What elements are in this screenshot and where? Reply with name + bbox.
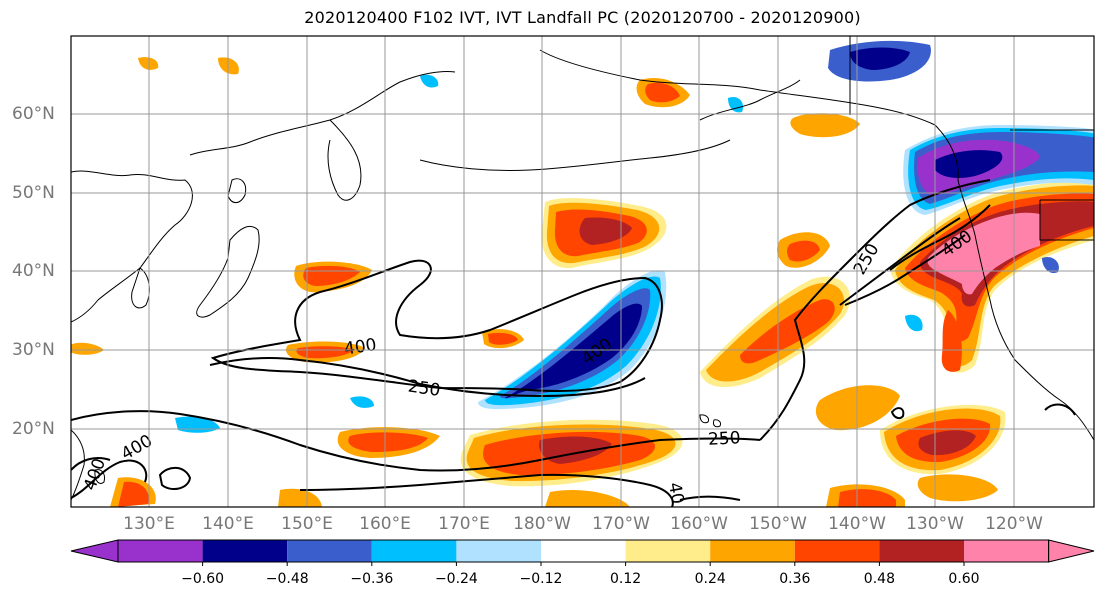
colorbar-bin [202,540,288,562]
lon-label: 140°E [202,514,254,534]
colorbar-tick-label: 0.36 [779,571,811,587]
graticule [71,36,1094,507]
lon-label: 150°W [749,514,807,534]
colorbar-tick-label: −0.24 [434,571,478,587]
contour-label: 250 [407,377,442,401]
contour-label: 400 [343,335,378,359]
lon-label: 150°E [281,514,333,534]
colorbar-tick-label: 0.60 [948,571,980,587]
colorbar-frame [117,539,1050,563]
colorbar-tick-label: −0.48 [265,571,309,587]
lat-label: 40°N [12,261,55,281]
lat-label: 20°N [12,419,55,439]
colorbar-bin [710,540,795,562]
lon-label: 140°W [828,514,886,534]
colorbar-tick-label: −0.60 [181,571,225,587]
map-title: 2020120400 F102 IVT, IVT Landfall PC (20… [304,8,861,27]
lon-label: 130°E [123,514,175,534]
colorbar-bin [541,540,626,562]
colorbar-bin [964,540,1049,562]
colorbar-tick-label: −0.36 [350,571,394,587]
lon-label: 160°W [670,514,728,534]
colorbar-tick-label: 0.12 [610,571,642,587]
lon-label: 170°E [438,514,490,534]
lon-label: 180°W [513,514,571,534]
colorbar-over-arrow [1048,539,1095,563]
colorbar-bin [456,540,541,562]
lat-label: 60°N [12,104,55,124]
colorbar-tick-label: 0.48 [863,571,895,587]
colorbar-bin [625,540,711,562]
colorbar-bin [879,540,964,562]
lat-label: 30°N [12,340,55,360]
colorbar-bin [287,540,372,562]
colorbar-tick-label: 0.24 [694,571,726,587]
lon-label: 170°W [592,514,650,534]
colorbar-bin [794,540,880,562]
map-frame [70,35,1095,508]
lon-label: 160°E [359,514,411,534]
colorbar-bin [118,540,203,562]
lon-label: 120°W [985,514,1043,534]
ivt-contours [71,179,1076,507]
lon-label: 130°W [906,514,964,534]
contour-label: 40 [664,481,687,506]
coastlines [71,36,1094,501]
colorbar [70,539,1095,566]
colorbar-under-arrow [70,539,119,563]
lat-label: 50°N [12,183,55,203]
contour-label: 250 [708,428,741,450]
colorbar-bin [371,540,457,562]
colorbar-tick-label: −0.12 [519,571,563,587]
